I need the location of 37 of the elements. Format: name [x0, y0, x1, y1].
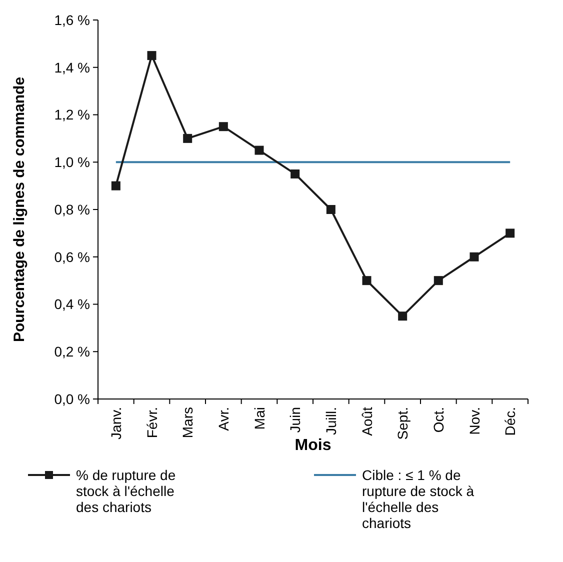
- y-tick-label: 1,6 %: [54, 12, 90, 28]
- point: [254, 146, 264, 155]
- x-axis-title: Mois: [294, 437, 332, 454]
- legend-label: Cible : ≤ 1 % de rupture de stock à l'échelle des chariots: [362, 466, 474, 532]
- y-tick-label: 1,2 %: [54, 106, 90, 123]
- x-tick-label: Déc.: [502, 407, 518, 436]
- y-tick-label: 0,0 %: [54, 390, 90, 407]
- y-tick-label: 0,6 %: [54, 248, 90, 265]
- y-tick-label: 1,0 %: [54, 154, 90, 170]
- point: [434, 276, 443, 286]
- point: [470, 252, 479, 262]
- y-tick-label: 0,8 %: [54, 201, 90, 218]
- y-axis-title: Pourcentage de lignes de commande: [11, 76, 28, 342]
- x-tick-label: Oct.: [430, 407, 446, 433]
- x-tick-label: Juill.: [322, 407, 339, 436]
- y-tick-label: 0,4 %: [54, 296, 90, 312]
- point: [398, 312, 408, 321]
- point: [362, 276, 372, 286]
- x-tick-label: Nov.: [466, 407, 482, 435]
- x-tick-label: Févr.: [144, 407, 160, 438]
- point: [218, 122, 228, 132]
- y-tick-label: 1,4 %: [54, 59, 90, 76]
- point: [326, 205, 336, 214]
- point: [506, 228, 515, 238]
- point: [183, 134, 192, 143]
- point: [290, 169, 300, 178]
- point: [147, 51, 156, 60]
- y-tick-label: 0,2 %: [54, 344, 90, 360]
- x-tick-label: Avr.: [215, 407, 232, 431]
- x-tick-label: Juin: [287, 407, 304, 433]
- legend-label: % de rupture de stock à l'échelle des chariots: [76, 466, 176, 516]
- x-tick-label: Mai: [251, 407, 268, 430]
- point: [111, 181, 120, 190]
- x-tick-label: Mars: [180, 407, 196, 438]
- x-tick-label: Août: [358, 406, 375, 436]
- x-tick-label: Janv.: [108, 407, 124, 440]
- x-tick-label: Sept.: [394, 407, 411, 440]
